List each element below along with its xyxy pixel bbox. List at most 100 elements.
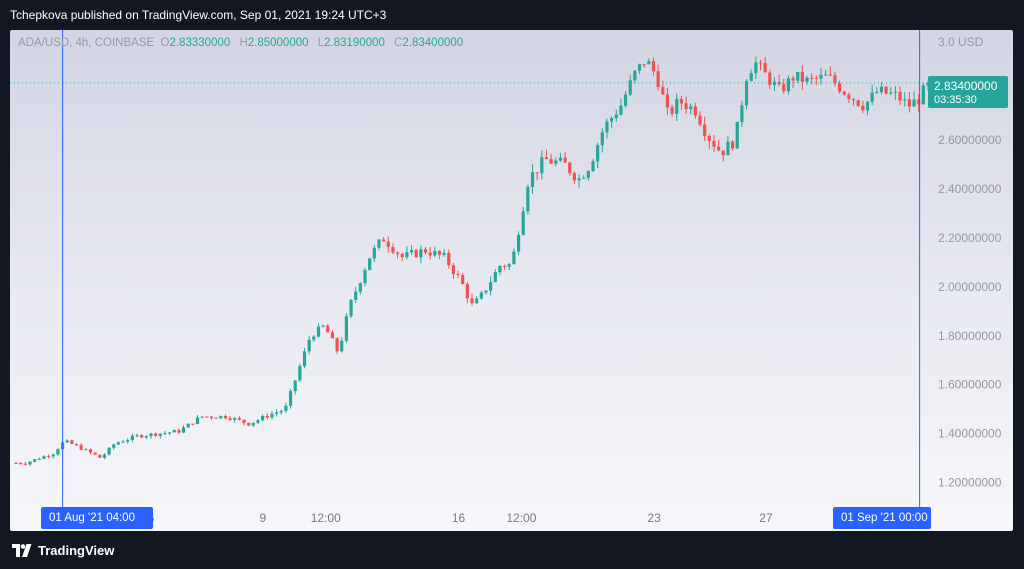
candle-body	[470, 298, 474, 304]
y-tick-label: 3.0 USD	[938, 35, 984, 49]
candle-body	[42, 456, 46, 459]
candlestick-chart[interactable]: 1.20000000 1.40000000 1.60000000 1.80000000…	[10, 30, 1013, 531]
candle-body	[758, 62, 763, 64]
candle-body	[814, 77, 818, 79]
candle-body	[130, 435, 134, 441]
candle-body	[37, 458, 41, 460]
candle-body	[405, 252, 409, 258]
candle-body	[656, 71, 660, 87]
candle-body	[698, 115, 702, 125]
candle-body	[837, 83, 842, 92]
candle-body	[275, 412, 279, 414]
candle-body	[498, 265, 502, 273]
candle-body	[465, 284, 469, 299]
candle-body	[763, 63, 767, 73]
candle-body	[675, 99, 679, 114]
candle-body	[884, 86, 888, 94]
candle-body	[349, 299, 353, 317]
candle-body	[526, 186, 530, 212]
candle-body	[605, 121, 609, 133]
candle-body	[726, 141, 730, 156]
candle-body	[23, 463, 27, 465]
x-tick-label: 12:00	[506, 511, 536, 525]
legend-open-value: 2.83330000	[169, 37, 231, 49]
candle-body	[382, 239, 386, 242]
current-price-value: 2.83400000	[934, 79, 998, 93]
x-tick-label: 12:00	[311, 511, 341, 525]
candle-body	[354, 291, 358, 300]
candle-body	[484, 290, 488, 293]
candle-body	[191, 423, 195, 425]
x-tick-label: 16	[452, 511, 466, 525]
candle-body	[512, 251, 516, 265]
candle-body	[214, 417, 218, 419]
candle-body	[856, 100, 860, 106]
candle-body	[800, 72, 804, 82]
candle-body	[628, 80, 632, 95]
candle-body	[149, 433, 153, 437]
candle-body	[475, 298, 479, 304]
candle-body	[586, 171, 590, 178]
candle-body	[74, 444, 79, 446]
candle-body	[786, 78, 791, 92]
candle-body	[679, 99, 684, 104]
candle-body	[428, 252, 432, 256]
candle-body	[340, 340, 344, 352]
candle-body	[195, 417, 200, 424]
candle-body	[437, 250, 442, 255]
legend-high-label: H	[239, 37, 248, 49]
candle-body	[502, 265, 507, 267]
candle-body	[200, 416, 204, 418]
candle-body	[805, 77, 809, 82]
candle-body	[921, 85, 925, 105]
candle-body	[419, 249, 423, 258]
bar-countdown: 03:35:30	[934, 94, 977, 106]
candle-body	[744, 81, 749, 106]
candle-body	[140, 435, 144, 438]
candle-body	[772, 81, 777, 85]
candle-body	[842, 91, 846, 95]
candle-body	[312, 336, 316, 340]
candle-body	[447, 252, 451, 266]
candle-body	[461, 274, 465, 285]
candle-body	[233, 418, 237, 420]
candle-body	[56, 449, 60, 455]
candle-body	[879, 86, 884, 93]
candle-body	[479, 292, 483, 299]
candle-body	[409, 250, 414, 253]
candle-body	[917, 99, 921, 105]
candle-body	[563, 157, 567, 163]
candle-body	[684, 103, 688, 110]
candle-body	[651, 61, 656, 72]
candle-body	[307, 339, 311, 352]
candle-body	[824, 74, 828, 76]
candle-body	[163, 432, 167, 434]
candle-body	[451, 265, 456, 274]
candle-body	[703, 124, 707, 136]
legend-low-value: 2.83190000	[324, 37, 385, 49]
candle-body	[107, 447, 111, 455]
candle-body	[521, 211, 525, 235]
chart-area[interactable]: 1.20000000 1.40000000 1.60000000 1.80000000…	[10, 30, 1013, 531]
candle-body	[205, 416, 209, 418]
footer-brand: TradingView	[38, 543, 115, 558]
candle-body	[572, 173, 576, 181]
candle-body	[903, 99, 907, 101]
candle-body	[782, 84, 786, 92]
y-tick-label: 2.00000000	[938, 280, 1002, 294]
candle-body	[321, 325, 325, 327]
candle-body	[749, 73, 753, 82]
legend-close-value: 2.83400000	[402, 37, 464, 49]
candle-body	[14, 462, 18, 464]
candle-body	[116, 442, 121, 445]
candle-body	[530, 172, 535, 187]
y-tick-label: 1.80000000	[938, 329, 1002, 343]
x-tick-label: 9	[260, 511, 267, 525]
candle-body	[70, 440, 74, 445]
candle-body	[851, 99, 856, 101]
candle-body	[558, 157, 563, 161]
candle-body	[893, 91, 898, 93]
candle-body	[261, 415, 265, 421]
candle-body	[316, 326, 321, 337]
candle-body	[126, 440, 130, 442]
